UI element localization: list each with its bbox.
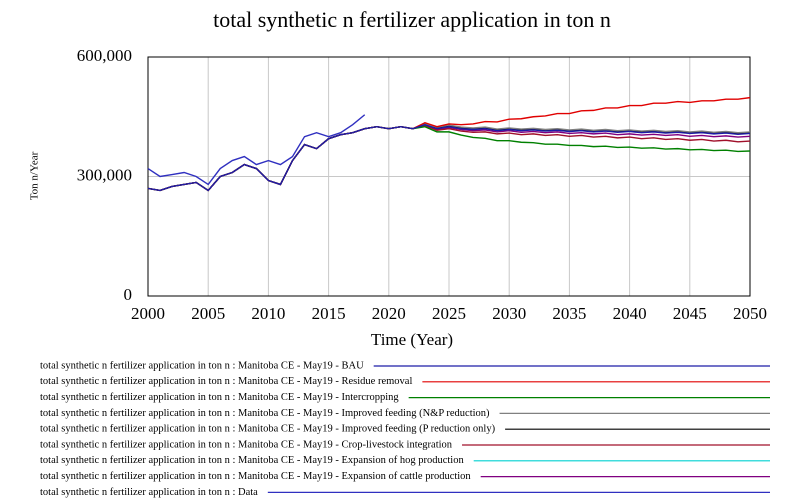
x-tick-label: 2010 xyxy=(251,304,285,323)
y-tick-label: 0 xyxy=(124,285,133,304)
x-tick-label: 2035 xyxy=(552,304,586,323)
legend-label: total synthetic n fertilizer application… xyxy=(40,424,496,435)
legend-label: total synthetic n fertilizer application… xyxy=(40,360,364,371)
x-tick-label: 2030 xyxy=(492,304,526,323)
y-axis-label: Ton n/Year xyxy=(29,151,41,200)
legend-label: total synthetic n fertilizer application… xyxy=(40,471,471,482)
x-tick-label: 2050 xyxy=(733,304,767,323)
legend-label: total synthetic n fertilizer application… xyxy=(40,408,490,419)
x-tick-label: 2045 xyxy=(673,304,707,323)
legend-label: total synthetic n fertilizer application… xyxy=(40,487,258,498)
chart-title: total synthetic n fertilizer application… xyxy=(213,7,611,32)
x-tick-label: 2005 xyxy=(191,304,225,323)
x-tick-label: 2025 xyxy=(432,304,466,323)
x-tick-label: 2040 xyxy=(613,304,647,323)
legend-label: total synthetic n fertilizer application… xyxy=(40,392,399,403)
legend-label: total synthetic n fertilizer application… xyxy=(40,455,464,466)
x-axis-label: Time (Year) xyxy=(371,330,453,349)
legend-label: total synthetic n fertilizer application… xyxy=(40,439,453,450)
series-line xyxy=(147,123,751,192)
y-tick-label: 600,000 xyxy=(77,46,132,65)
series-line xyxy=(147,114,366,186)
x-tick-label: 2000 xyxy=(131,304,165,323)
y-tick-label: 300,000 xyxy=(77,165,132,184)
legend-label: total synthetic n fertilizer application… xyxy=(40,376,412,387)
plot-frame xyxy=(147,56,751,297)
x-tick-label: 2015 xyxy=(312,304,346,323)
x-tick-label: 2020 xyxy=(372,304,406,323)
